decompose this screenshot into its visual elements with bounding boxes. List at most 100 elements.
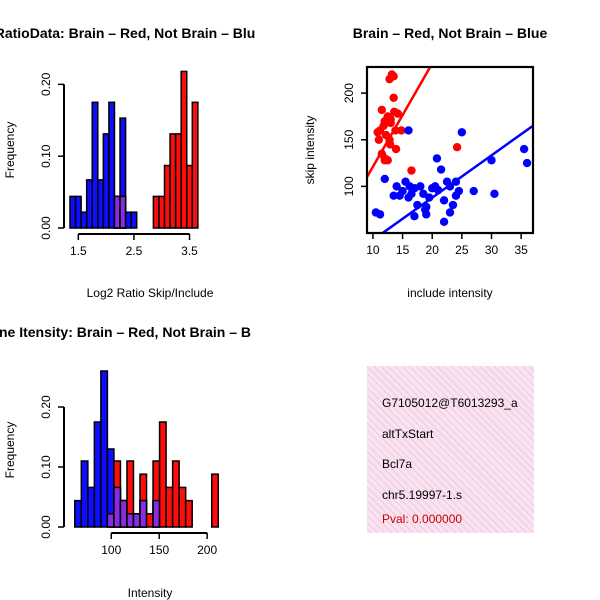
ratio-histogram-y-tick-label: 0.00 [39, 216, 53, 240]
ratio-histogram-bar-blue [91, 101, 99, 229]
scatter-xlabel: include intensity [407, 286, 492, 300]
scatter-ylabel: skip intensity [303, 116, 317, 185]
intensity-histogram-y-tick-label: 0.00 [39, 515, 53, 539]
ratio-histogram-bar-blue [108, 101, 116, 229]
scatter-point-red [373, 128, 382, 137]
info-panel-background [367, 366, 534, 533]
ratio-histogram-bar-blue [124, 211, 132, 229]
intensity-histogram-x-tick-label: 200 [197, 543, 217, 557]
scatter-plot-area [367, 67, 533, 233]
ratio-histogram-bar-blue [130, 211, 138, 229]
ratio-histogram-x-tick-label: 3.5 [181, 244, 198, 258]
info-event-id: G7105012@T6013293_a [382, 396, 518, 410]
ratio-histogram-bar-red [191, 101, 199, 229]
scatter-point-blue [413, 200, 422, 210]
scatter-point-red [377, 105, 387, 115]
scatter-point-red [386, 115, 395, 124]
intensity-histogram: ne Itensity: Brain – Red, Not Brain – B … [0, 324, 251, 600]
intensity-histogram-x-tick-label: 100 [101, 543, 121, 557]
scatter-point-red [452, 143, 462, 152]
intensity-histogram-bar-red [165, 486, 174, 528]
scatter-content [367, 67, 533, 233]
scatter-x-tick-label: 10 [366, 243, 380, 257]
intensity-histogram-bar-overlap [139, 499, 148, 528]
intensity-histogram-bar-red [178, 486, 187, 528]
intensity-histogram-bar-overlap [126, 513, 135, 528]
ratio-histogram-bar-blue [74, 195, 82, 229]
intensity-histogram-bar-overlap [106, 513, 115, 528]
scatter-point-blue [410, 212, 419, 221]
ratio-histogram-bar-overlap [113, 195, 121, 229]
scatter-point-blue [519, 144, 529, 154]
ratio-histogram-ylabel: Frequency [3, 122, 17, 179]
scatter-point-blue [448, 200, 458, 210]
ratio-histogram-x-tick-label: 2.5 [126, 244, 143, 258]
ratio-histogram-bar-red [169, 133, 177, 229]
info-pval: Pval: 0.000000 [382, 512, 462, 526]
ratio-histogram-bar-red [163, 164, 171, 229]
intensity-histogram-bars [74, 370, 220, 528]
intensity-histogram-bar-red [184, 499, 193, 528]
scatter-point-blue [522, 158, 532, 168]
scatter-axes: 10 15 20 25 30 35 100 150 200 [342, 65, 535, 257]
ratio-histogram-bar-red [152, 195, 160, 229]
scatter-point-blue [445, 208, 455, 217]
ratio-histogram-bar-blue [85, 179, 93, 229]
scatter-point-blue [487, 156, 496, 165]
scatter-point-blue [439, 196, 449, 205]
scatter-point-blue [457, 128, 467, 137]
ratio-histogram-bar-blue [97, 179, 105, 229]
scatter-point-blue [404, 126, 413, 135]
intensity-histogram-title: ne Itensity: Brain – Red, Not Brain – B [0, 324, 251, 340]
scatter-point-blue [469, 186, 478, 196]
ratio-histogram-bar-red [158, 195, 166, 229]
scatter-x-tick-label: 35 [514, 243, 528, 257]
scatter-point-blue [432, 154, 442, 163]
intensity-histogram-bar-blue [74, 499, 83, 528]
ratio-histogram-bar-red [185, 164, 194, 229]
scatter-point-red [385, 140, 395, 149]
intensity-histogram-bar-overlap [132, 513, 141, 528]
intensity-histogram-bar-overlap [152, 499, 161, 528]
scatter-point-blue [490, 189, 499, 199]
scatter-point-blue [395, 191, 404, 200]
ratio-histogram-bar-overlap [119, 195, 127, 229]
ratio-histogram: RatioData: Brain – Red, Not Brain – Blu … [0, 25, 255, 300]
intensity-histogram-bar-red [171, 460, 180, 528]
scatter-point-blue [375, 210, 385, 219]
ratio-histogram-bar-red [180, 70, 188, 229]
ratio-histogram-y-tick-label: 0.20 [39, 72, 53, 96]
scatter-y-tick-label: 200 [342, 83, 356, 103]
intensity-histogram-bar-blue [93, 421, 102, 528]
scatter-point-red [389, 72, 398, 81]
intensity-histogram-x-tick-label: 150 [149, 543, 169, 557]
info-location: chr5.19997-1.s [382, 488, 462, 502]
ratio-histogram-title: RatioData: Brain – Red, Not Brain – Blu [0, 25, 255, 41]
scatter-point-blue [422, 210, 431, 219]
intensity-histogram-xlabel: Intensity [128, 586, 173, 600]
scatter-point-red [374, 135, 384, 144]
intensity-histogram-y-tick-label: 0.10 [39, 455, 53, 479]
intensity-histogram-bar-blue [87, 486, 96, 528]
scatter-point-blue [392, 182, 401, 191]
scatter-point-blue [436, 165, 446, 174]
intensity-histogram-bar-red [158, 421, 167, 528]
info-panel: G7105012@T6013293_a altTxStart Bcl7a chr… [367, 366, 534, 533]
scatter-x-tick-label: 30 [485, 243, 499, 257]
intensity-histogram-y-tick-label: 0.20 [39, 395, 53, 419]
ratio-histogram-bars [69, 70, 199, 229]
scatter-point-blue [433, 185, 443, 195]
intensity-histogram-bar-blue [100, 370, 109, 528]
scatter-point-blue [439, 217, 449, 227]
scatter-x-tick-label: 20 [426, 243, 440, 257]
intensity-histogram-bar-red [145, 513, 154, 528]
scatter-point-blue [425, 193, 434, 202]
scatter-point-red [393, 109, 403, 118]
ratio-histogram-bar-red [174, 133, 182, 229]
scatter-point-red [377, 149, 387, 158]
scatter-point-blue [389, 191, 398, 200]
info-gene-name: Bcl7a [382, 457, 412, 471]
scatter-point-blue [380, 174, 389, 184]
intensity-histogram-bar-overlap [113, 486, 122, 528]
